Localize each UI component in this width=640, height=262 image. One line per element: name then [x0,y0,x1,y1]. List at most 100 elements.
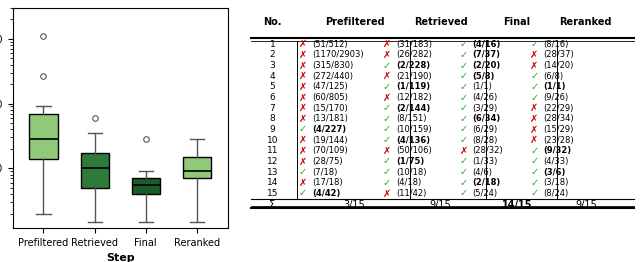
Text: (9/32): (9/32) [543,146,571,155]
Text: ✗: ✗ [383,39,391,49]
Text: (28/75): (28/75) [312,157,342,166]
Text: ✓: ✓ [460,124,468,134]
Text: 10: 10 [267,136,278,145]
Text: (5/8): (5/8) [472,72,495,81]
Text: ✓: ✓ [530,92,538,102]
Text: (28/34): (28/34) [543,114,573,123]
Text: ✗: ✗ [383,146,391,156]
Text: ✓: ✓ [460,39,468,49]
Text: 8: 8 [269,114,275,123]
Text: (22/29): (22/29) [543,104,573,113]
Text: (14/20): (14/20) [543,61,573,70]
Text: ✗: ✗ [530,61,538,70]
Text: ✓: ✓ [460,82,468,92]
Text: (3/6): (3/6) [543,168,565,177]
Text: 11: 11 [267,146,278,155]
Text: 12: 12 [267,157,278,166]
Text: ✓: ✓ [383,103,391,113]
Text: 3: 3 [269,61,275,70]
Text: ✓: ✓ [383,167,391,177]
Text: ✗: ✗ [299,82,307,92]
Text: ✗: ✗ [530,135,538,145]
Text: (8/28): (8/28) [472,136,498,145]
Text: ✗: ✗ [299,92,307,102]
Text: ✗: ✗ [530,103,538,113]
Text: (4/16): (4/16) [472,40,500,49]
Text: ✗: ✗ [299,114,307,124]
Text: ✓: ✓ [460,188,468,199]
Text: (5/24): (5/24) [472,189,497,198]
Text: ✗: ✗ [383,71,391,81]
Text: (1/1): (1/1) [472,82,492,91]
Text: ✓: ✓ [299,188,307,199]
Text: ✗: ✗ [299,50,307,60]
Text: ✓: ✓ [383,61,391,70]
Text: ✗: ✗ [530,50,538,60]
Text: 9/15: 9/15 [575,200,596,210]
PathPatch shape [183,157,211,178]
Text: (8/24): (8/24) [543,189,568,198]
PathPatch shape [132,178,160,194]
Text: ✓: ✓ [530,146,538,156]
Text: ✗: ✗ [299,156,307,166]
Text: ✓: ✓ [383,114,391,124]
Text: 5: 5 [269,82,275,91]
Text: ✓: ✓ [530,39,538,49]
Text: ✓: ✓ [460,135,468,145]
Text: 13: 13 [267,168,278,177]
Text: 3/15: 3/15 [344,200,365,210]
Text: 4: 4 [269,72,275,81]
Text: (2/144): (2/144) [396,104,430,113]
Text: (31/183): (31/183) [396,40,432,49]
Text: (4/18): (4/18) [396,178,421,187]
Text: ✗: ✗ [530,124,538,134]
Text: (4/6): (4/6) [472,168,492,177]
Text: (10/159): (10/159) [396,125,431,134]
Text: ✗: ✗ [299,39,307,49]
Text: ✗: ✗ [460,146,468,156]
Text: ✓: ✓ [460,114,468,124]
Text: (17/18): (17/18) [312,178,342,187]
Text: Retrieved: Retrieved [413,17,467,27]
Text: (6/29): (6/29) [472,125,497,134]
PathPatch shape [81,153,109,188]
Text: (60/805): (60/805) [312,93,348,102]
Text: (7/18): (7/18) [312,168,337,177]
Text: (1/1): (1/1) [543,82,566,91]
Text: ✗: ✗ [383,92,391,102]
Text: 1: 1 [269,40,275,49]
Text: (2/20): (2/20) [472,61,500,70]
Text: ✓: ✓ [383,178,391,188]
Text: (28/37): (28/37) [543,50,574,59]
Text: (3/29): (3/29) [472,104,497,113]
Text: ✓: ✓ [460,92,468,102]
Text: (4/136): (4/136) [396,136,430,145]
Text: ✓: ✓ [460,167,468,177]
Text: (315/830): (315/830) [312,61,353,70]
Text: (4/227): (4/227) [312,125,346,134]
Text: 14: 14 [267,178,278,187]
Text: ✗: ✗ [299,135,307,145]
Text: ✓: ✓ [530,188,538,199]
Text: (11/42): (11/42) [396,189,426,198]
Text: (4/33): (4/33) [543,157,568,166]
Text: ✗: ✗ [299,103,307,113]
Text: ✗: ✗ [299,178,307,188]
Text: (2/228): (2/228) [396,61,430,70]
Text: (3/18): (3/18) [543,178,568,187]
Text: (272/440): (272/440) [312,72,353,81]
Text: ✓: ✓ [530,82,538,92]
Text: Reranked: Reranked [559,17,612,27]
Text: ✓: ✓ [530,71,538,81]
X-axis label: Step: Step [106,253,134,262]
Text: Σ: Σ [269,200,275,210]
Text: ✗: ✗ [383,50,391,60]
Text: (15/170): (15/170) [312,104,348,113]
Text: (2/18): (2/18) [472,178,500,187]
Text: 7: 7 [269,104,275,113]
Text: ✓: ✓ [530,156,538,166]
Text: 15: 15 [267,189,278,198]
Text: ✓: ✓ [460,61,468,70]
Text: (8/151): (8/151) [396,114,426,123]
Text: ✓: ✓ [383,124,391,134]
